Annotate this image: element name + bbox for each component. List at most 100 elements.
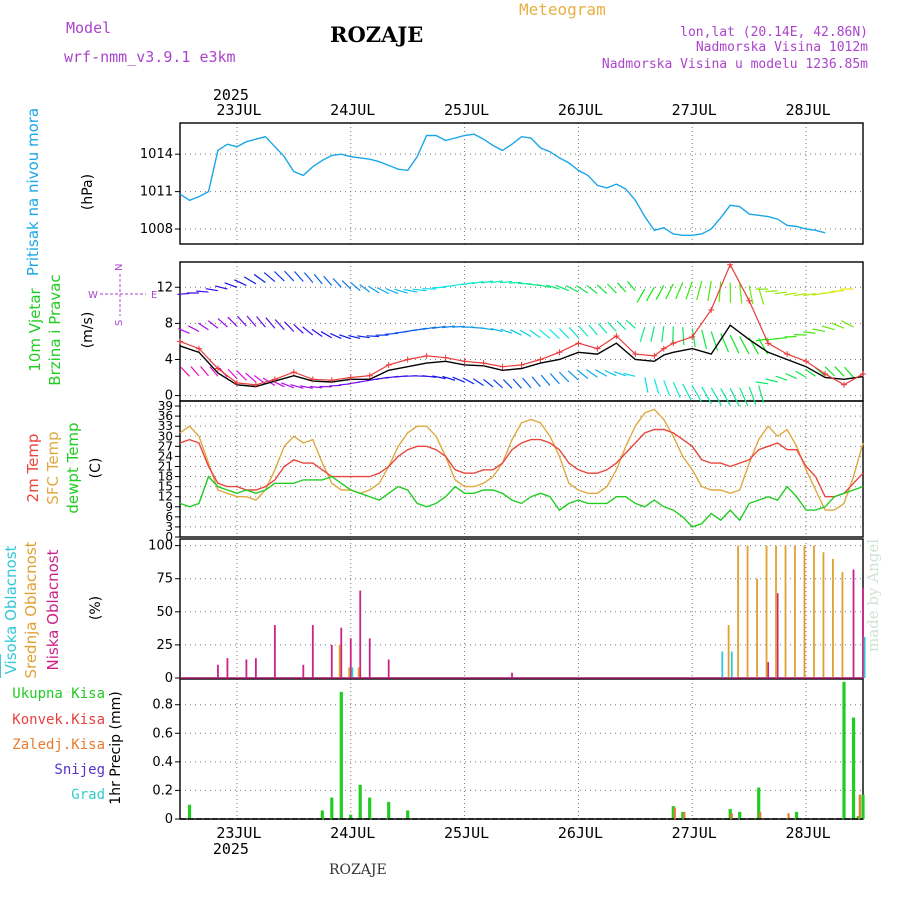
watermark: made by Angel	[864, 539, 882, 652]
wind-arrow	[759, 385, 764, 402]
wind-arrow	[198, 323, 208, 330]
wind-arrow	[683, 384, 691, 400]
ytick-label: 12	[156, 280, 173, 295]
wind-arrow	[566, 286, 578, 292]
wind-arrow	[786, 374, 797, 379]
compass-w: W	[88, 290, 98, 301]
wind-arrow	[541, 375, 550, 385]
precip-bar-frozen	[731, 813, 733, 819]
ytick-label: 25	[156, 638, 173, 653]
date-label-bottom: 25JUL	[444, 824, 489, 842]
wind-arrow	[206, 289, 218, 291]
wind-arrow	[730, 388, 739, 406]
wind-arrow	[550, 374, 559, 384]
date-label-top: 24JUL	[330, 101, 375, 119]
wind-arrow	[483, 379, 493, 386]
date-label-top: 27JUL	[672, 101, 717, 119]
unit-temp: (C)	[88, 458, 104, 479]
wind-arrow	[473, 379, 483, 386]
ytick-label: 1011	[140, 185, 173, 200]
wind-arrow	[796, 371, 807, 377]
precip-bar-total	[330, 798, 333, 819]
meteogram-title: Meteogram	[519, 0, 606, 19]
year-label-top: 2025	[213, 86, 249, 104]
wind-arrow	[333, 278, 341, 287]
wind-arrow	[191, 367, 199, 376]
ytick-label: 0	[165, 671, 173, 686]
wind-arrow	[177, 294, 189, 295]
wind-arrow	[274, 272, 284, 282]
wind-arrow	[765, 291, 777, 292]
series-mslp	[180, 134, 825, 235]
ytick-label: 8	[165, 316, 173, 331]
wind-arrow	[831, 291, 844, 292]
wind-arrow	[342, 281, 351, 289]
wind-arrow	[579, 326, 588, 336]
wind-arrow	[776, 376, 788, 380]
wind-arrow	[676, 282, 683, 298]
wind-arrow	[181, 367, 189, 376]
wind-arrow	[218, 319, 227, 327]
wind-arrow	[367, 336, 380, 337]
wind-arrow	[188, 326, 199, 332]
wind-arrow	[432, 287, 446, 288]
wind-arrow	[832, 323, 844, 328]
wind-arrow	[330, 334, 341, 339]
legend-precip-3: Snijeg	[54, 762, 105, 778]
wind-arrow	[208, 321, 218, 329]
legend-precip-0: Ukupna Kisa	[12, 686, 105, 702]
ytick-label: 4	[165, 352, 173, 367]
ytick-label: 75	[156, 572, 173, 587]
wind-arrow	[673, 382, 680, 398]
wind-arrow	[711, 332, 717, 351]
wind-arrow	[637, 289, 645, 302]
date-label-top: 25JUL	[444, 101, 489, 119]
precip-bar-total	[359, 785, 362, 819]
wind-arrow	[587, 285, 598, 293]
date-label-bottom: 24JUL	[330, 824, 375, 842]
panel-temperature	[175, 401, 863, 537]
series-tsfc	[180, 409, 863, 510]
unit-cloud: (%)	[88, 596, 104, 620]
wind-arrow	[225, 283, 237, 287]
wind-arrow	[841, 321, 853, 327]
ytick-label: 1008	[140, 222, 173, 237]
wind-arrow	[244, 277, 256, 284]
wind-arrow	[237, 316, 246, 326]
ytick-label: 0.2	[152, 783, 173, 798]
wind-arrow	[201, 367, 209, 376]
wind-arrow	[683, 327, 684, 345]
wind-arrow	[303, 327, 313, 335]
wind-arrow	[813, 329, 825, 331]
panel-frame	[180, 123, 863, 244]
legend-precip-4: Grad	[71, 787, 105, 803]
legend-precip-1: Konvek.Kisa	[12, 712, 105, 728]
label-cloud-mid: Srednja Oblacnost	[22, 541, 40, 678]
ytick-label: 0.8	[152, 698, 173, 713]
wind-arrow	[835, 367, 844, 377]
wind-arrow	[759, 287, 764, 304]
wind-arrow	[597, 285, 607, 294]
wind-arrow	[697, 281, 702, 300]
model-label: Model	[66, 19, 111, 37]
wind-arrow	[196, 291, 208, 292]
precip-bar-total	[842, 682, 845, 819]
precip-bar-frozen	[759, 812, 761, 819]
wind-arrow	[513, 379, 521, 388]
compass-n: N	[114, 264, 125, 271]
ytick-label: 50	[156, 605, 173, 620]
wind-arrow	[662, 326, 664, 342]
wind-arrow	[586, 370, 597, 378]
wind-arrow	[312, 329, 322, 336]
wind-arrow	[844, 367, 853, 377]
wind-arrow	[503, 380, 512, 389]
wind-arrow	[618, 283, 626, 292]
wind-arrow	[686, 282, 692, 300]
wind-arrow	[351, 283, 360, 291]
wind-arrow	[805, 369, 815, 376]
wind-arrow	[284, 322, 293, 332]
precip-bar-total	[738, 812, 741, 819]
wind-arrow	[803, 332, 815, 333]
precip-bar-frozen	[674, 808, 676, 819]
